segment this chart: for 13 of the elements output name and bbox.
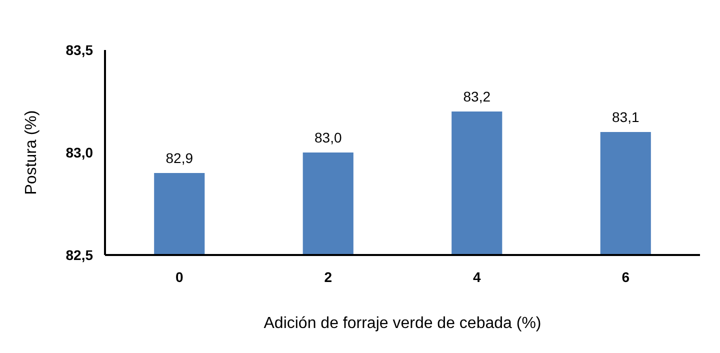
- data-label: 83,0: [314, 130, 342, 146]
- y-tick-label: 82,5: [66, 246, 94, 263]
- y-tick-label: 83,5: [66, 42, 94, 58]
- x-tick-label: 4: [472, 269, 481, 285]
- x-tick-label: 0: [175, 269, 184, 285]
- data-label: 83,2: [463, 88, 491, 104]
- data-label: 83,1: [612, 109, 640, 125]
- x-axis-title: Adición de forraje verde de cebada (%): [264, 315, 542, 332]
- x-tick-label: 6: [622, 269, 630, 285]
- y-tick-label: 83,0: [66, 144, 94, 160]
- x-tick-label: 2: [324, 269, 332, 285]
- y-axis-title: Postura (%): [23, 110, 40, 195]
- data-label: 82,9: [166, 150, 194, 166]
